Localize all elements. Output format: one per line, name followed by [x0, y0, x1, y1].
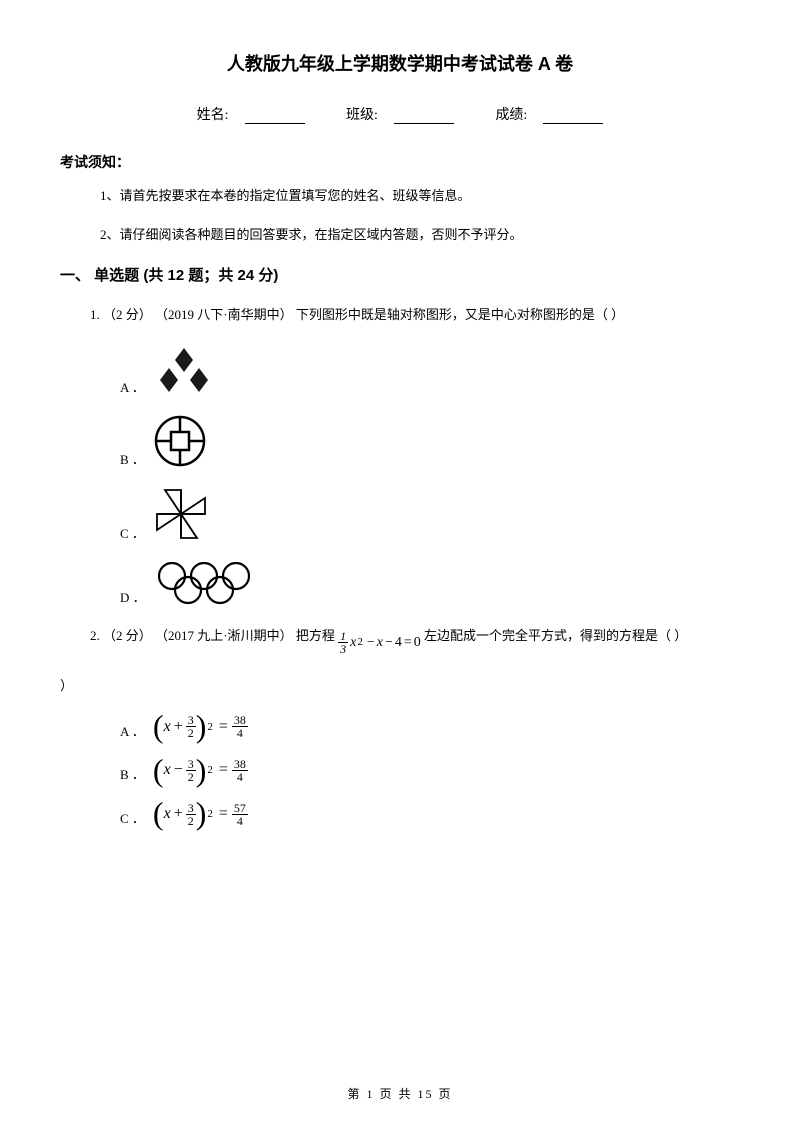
question-1: 1. （2 分） （2019 八下·南华期中） 下列图形中既是轴对称图形，又是中… [90, 303, 740, 326]
q2-option-a-equation: ( x+ 32 )2 = 384 [153, 714, 248, 740]
q2-prefix: 2. （2 分） （2017 九上·淅川期中） 把方程 [90, 628, 338, 643]
class-blank[interactable] [394, 110, 454, 124]
question-2: 2. （2 分） （2017 九上·淅川期中） 把方程 13 x2 −x−4=0… [90, 624, 740, 655]
pinwheel-icon [153, 486, 209, 542]
q2-option-c-label: C ． [120, 808, 145, 827]
exam-title: 人教版九年级上学期数学期中考试试卷 A 卷 [60, 50, 740, 76]
notice-2: 2、请仔细阅读各种题目的回答要求，在指定区域内答题，否则不予评分。 [100, 225, 740, 246]
q2-option-b-label: B ． [120, 764, 145, 783]
student-info-line: 姓名: 班级: 成绩: [60, 104, 740, 124]
q2-option-c-equation: ( x+ 32 )2 = 574 [153, 801, 248, 827]
q2-option-a-label: A ． [120, 721, 145, 740]
name-blank[interactable] [245, 110, 305, 124]
page-footer: 第 1 页 共 15 页 [0, 1085, 800, 1102]
score-blank[interactable] [543, 110, 603, 124]
notice-heading: 考试须知： [60, 152, 740, 172]
name-label: 姓名: [197, 108, 229, 123]
q2-closing-paren: ） [60, 675, 740, 694]
notice-1: 1、请首先按要求在本卷的指定位置填写您的姓名、班级等信息。 [100, 186, 740, 207]
q1-option-c-label: C ． [120, 523, 145, 542]
q2-suffix: 左边配成一个完全平方式，得到的方程是（ ） [424, 628, 687, 643]
q1-option-a-label: A ． [120, 377, 145, 396]
q2-option-b-equation: ( x− 32 )2 = 384 [153, 758, 248, 784]
three-diamond-icon [153, 346, 215, 396]
class-label: 班级: [346, 108, 378, 123]
q2-option-a[interactable]: A ． ( x+ 32 )2 = 384 [120, 714, 740, 740]
q1-option-b-label: B ． [120, 449, 145, 468]
q1-option-d[interactable]: D ． [120, 560, 740, 606]
q1-option-c[interactable]: C ． [120, 486, 740, 542]
q1-option-b[interactable]: B ． [120, 414, 740, 468]
coin-square-icon [153, 414, 207, 468]
section-1-title: 一、 单选题 (共 12 题；共 24 分) [60, 264, 740, 285]
q2-option-c[interactable]: C ． ( x+ 32 )2 = 574 [120, 801, 740, 827]
q2-equation-icon: 13 x2 −x−4=0 [338, 630, 421, 655]
q1-option-a[interactable]: A ． [120, 346, 740, 396]
q1-option-d-label: D ． [120, 587, 146, 606]
olympic-rings-icon [154, 560, 254, 606]
q2-option-b[interactable]: B ． ( x− 32 )2 = 384 [120, 758, 740, 784]
score-label: 成绩: [495, 108, 527, 123]
